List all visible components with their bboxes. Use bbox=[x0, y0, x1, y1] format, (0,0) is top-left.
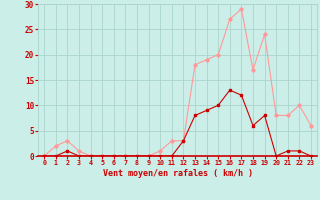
X-axis label: Vent moyen/en rafales ( km/h ): Vent moyen/en rafales ( km/h ) bbox=[103, 169, 252, 178]
